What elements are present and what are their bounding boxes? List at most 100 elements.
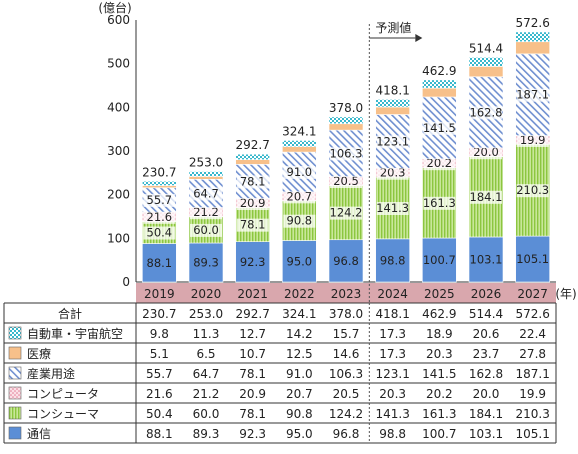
data-label-comm: 95.0 (287, 254, 313, 268)
data-label-bg (190, 187, 222, 201)
table-cell: 18.9 (426, 327, 453, 341)
table-cell: 230.7 (142, 307, 176, 321)
y-tick-label: 100 (107, 231, 130, 245)
table-cell: 19.9 (519, 387, 546, 401)
data-label-industry: 106.3 (330, 146, 363, 160)
table-cell: 161.3 (422, 407, 456, 421)
year-band (136, 283, 556, 303)
bar-segment-medical (142, 185, 177, 189)
total-label: 418.1 (375, 83, 409, 97)
x-axis-unit: (年) (555, 287, 576, 301)
data-label-bg (376, 135, 409, 149)
data-label-bg (330, 206, 362, 220)
table-cell: 15.7 (333, 327, 360, 341)
bar-segment-auto (142, 180, 177, 186)
table-cell: 78.1 (239, 407, 266, 421)
x-tick-label: 2022 (284, 287, 315, 301)
table-cell: 12.7 (239, 327, 266, 341)
table-cell: 88.1 (146, 427, 173, 441)
data-label-bg (516, 88, 549, 102)
x-tick-label: 2023 (331, 287, 362, 301)
table-cell: 210.3 (515, 407, 549, 421)
bar-segment-comm (328, 239, 364, 283)
data-label-bg (236, 175, 269, 189)
forecast-arrow-head (415, 34, 423, 42)
data-label-bg (470, 106, 502, 120)
legend-label-medical: 医療 (27, 347, 51, 361)
data-label-bg (190, 223, 222, 237)
data-label-industry: 123.1 (376, 134, 409, 148)
table-cell: 90.8 (286, 407, 313, 421)
data-label-comm: 100.7 (423, 253, 456, 267)
table-cell: 27.8 (519, 347, 546, 361)
data-label-bg (423, 196, 456, 210)
total-label: 572.6 (515, 16, 549, 30)
data-label-computer: 20.0 (473, 145, 499, 159)
data-label-consumer: 78.1 (240, 218, 266, 232)
data-label-bg (376, 202, 409, 216)
table-cell: 89.3 (193, 427, 220, 441)
table-cell: 184.1 (469, 407, 503, 421)
table-cell: 50.4 (146, 407, 173, 421)
total-label: 230.7 (142, 165, 176, 179)
y-tick-label: 300 (107, 144, 130, 158)
total-label: 324.1 (282, 124, 316, 138)
bar-segment-medical (375, 106, 410, 115)
data-label-consumer: 50.4 (147, 226, 173, 240)
data-label-bg (236, 197, 269, 211)
table-cell: 17.3 (379, 327, 406, 341)
data-label-computer: 19.9 (520, 133, 546, 147)
table-cell: 103.1 (469, 427, 503, 441)
table-cell: 20.7 (286, 387, 313, 401)
table-cell: 78.1 (239, 367, 266, 381)
bar-segment-auto (468, 57, 504, 67)
table-cell: 141.3 (375, 407, 409, 421)
x-tick-label: 2027 (517, 287, 548, 301)
x-tick-label: 2021 (237, 287, 268, 301)
legend-label-industry: 産業用途 (27, 366, 75, 381)
table-cell: 253.0 (189, 307, 223, 321)
bar-segment-medical (468, 66, 504, 78)
data-label-consumer: 124.2 (330, 206, 363, 220)
data-label-computer: 20.5 (333, 174, 359, 188)
table-cell: 418.1 (375, 307, 409, 321)
table-cell: 20.3 (426, 347, 453, 361)
table-cell: 6.5 (196, 347, 215, 361)
data-label-computer: 20.9 (240, 196, 266, 210)
data-label-industry: 141.5 (423, 121, 456, 135)
table-cell: 162.8 (469, 367, 503, 381)
bar-segment-medical (235, 159, 270, 165)
data-label-bg (470, 146, 502, 160)
total-label: 292.7 (235, 138, 269, 152)
table-cell: 14.6 (333, 347, 360, 361)
data-label-computer: 20.3 (380, 166, 406, 180)
table-cell: 55.7 (146, 367, 173, 381)
data-label-bg (143, 193, 176, 207)
data-label-industry: 187.1 (516, 88, 549, 102)
y-tick-label: 500 (107, 57, 130, 71)
table-cell: 100.7 (422, 427, 456, 441)
forecast-label: 予測値 (375, 20, 411, 35)
table-cell: 64.7 (193, 367, 220, 381)
data-label-bg (283, 165, 316, 179)
table-cell: 20.5 (333, 387, 360, 401)
data-label-bg (330, 147, 362, 161)
total-label: 378.0 (329, 101, 363, 115)
legend-swatch-comm (8, 426, 22, 440)
data-label-bg (190, 206, 222, 220)
table-cell: 98.8 (379, 427, 406, 441)
data-label-consumer: 60.0 (193, 223, 219, 237)
data-label-comm: 98.8 (380, 253, 406, 267)
data-label-comm: 103.1 (470, 252, 503, 266)
data-label-computer: 21.2 (193, 205, 219, 219)
legend-label-auto: 自動車・宇宙航空 (27, 326, 123, 341)
data-label-bg (516, 184, 549, 198)
data-label-bg (376, 166, 409, 180)
data-label-bg (283, 190, 316, 204)
data-label-consumer: 184.1 (470, 190, 503, 204)
table-cell: 106.3 (329, 367, 363, 381)
table-cell: 23.7 (473, 347, 500, 361)
data-label-computer: 20.7 (287, 189, 313, 203)
legend-swatch-auto (8, 326, 22, 340)
